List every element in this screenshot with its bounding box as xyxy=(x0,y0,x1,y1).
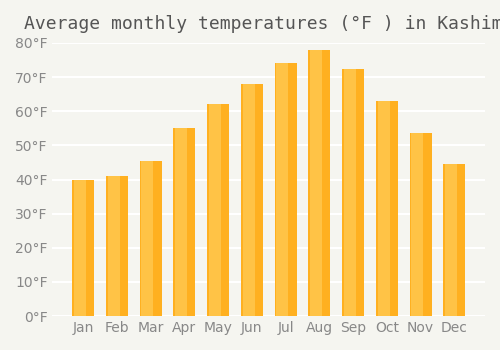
Bar xyxy=(444,164,466,316)
Bar xyxy=(310,50,322,316)
Bar xyxy=(140,161,162,316)
Bar xyxy=(242,84,254,316)
Bar xyxy=(174,128,196,316)
Bar xyxy=(207,104,229,316)
Bar xyxy=(308,50,330,316)
Bar xyxy=(74,180,86,316)
Bar xyxy=(175,128,187,316)
Bar xyxy=(241,84,263,316)
Bar xyxy=(410,133,432,316)
Bar xyxy=(106,176,128,316)
Bar xyxy=(174,128,196,316)
Bar xyxy=(376,101,398,316)
Bar xyxy=(342,69,364,316)
Bar xyxy=(140,161,162,316)
Bar xyxy=(376,101,398,316)
Bar xyxy=(410,133,432,316)
Bar xyxy=(207,104,229,316)
Bar xyxy=(378,101,390,316)
Bar xyxy=(308,50,330,316)
Bar xyxy=(209,104,221,316)
Bar xyxy=(344,69,356,316)
Bar xyxy=(276,63,288,316)
Bar xyxy=(412,133,424,316)
Bar xyxy=(106,176,128,316)
Bar xyxy=(241,84,263,316)
Bar xyxy=(142,161,154,316)
Bar xyxy=(274,63,296,316)
Bar xyxy=(72,180,94,316)
Bar xyxy=(274,63,296,316)
Bar xyxy=(342,69,364,316)
Bar xyxy=(72,180,94,316)
Title: Average monthly temperatures (°F ) in Kashima: Average monthly temperatures (°F ) in Ka… xyxy=(24,15,500,33)
Bar xyxy=(108,176,120,316)
Bar xyxy=(444,164,466,316)
Bar xyxy=(445,164,457,316)
